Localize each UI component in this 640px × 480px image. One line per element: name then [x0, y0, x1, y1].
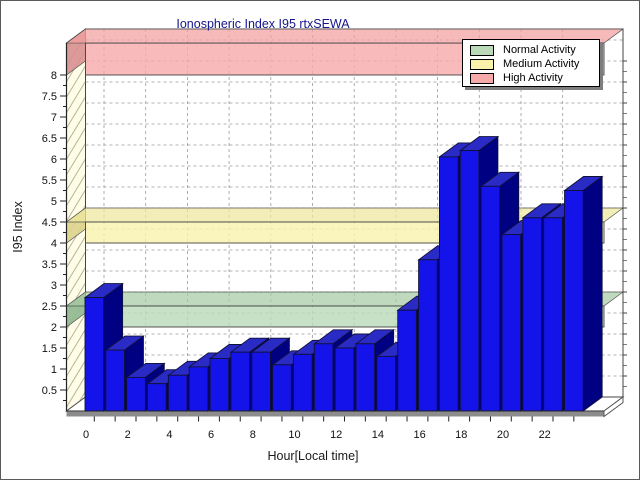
bar-front-face [167, 374, 188, 412]
x-tick-label: 22 [539, 429, 551, 441]
bar-front-face [376, 355, 396, 412]
bar-front-face [313, 343, 334, 412]
bar-front-face [459, 150, 480, 412]
x-tick-label: 6 [208, 429, 214, 441]
y-tick-label: 4 [51, 238, 57, 250]
legend-item-normal: Normal Activity [470, 43, 599, 57]
y-tick-label: 7 [51, 112, 57, 124]
x-tick-label: 4 [166, 429, 172, 441]
x-tick-label: 14 [372, 429, 384, 441]
bar-front-face [501, 234, 522, 412]
legend: Normal Activity Medium Activity High Act… [462, 39, 600, 87]
medium-activity-swatch [470, 58, 494, 70]
normal-activity-swatch [470, 44, 494, 56]
axes-frame [65, 29, 624, 412]
bar-front-face [543, 217, 563, 412]
bar-front-face [522, 217, 542, 412]
bar-front-face [334, 347, 355, 412]
y-tick-label: 1 [51, 364, 57, 376]
high-activity-swatch [470, 72, 494, 84]
y-tick-label: 7.5 [42, 91, 57, 103]
plot-3d: 0.5 1 1.5 2 2.5 3 3.5 4 4.5 5 5.5 6 6.5 7 7.5 8 0 2 4 6 8 10 1… [42, 28, 627, 441]
floor-front-edge [66, 411, 604, 417]
bar-front-face [480, 185, 501, 412]
bar-front-face [230, 351, 250, 412]
y-tick-label: 2.5 [42, 301, 57, 313]
y-tick-label: 5 [51, 196, 57, 208]
tick-labels: 0.5 1 1.5 2 2.5 3 3.5 4 4.5 5 5.5 6 6.5 7 7.5 8 0 2 4 6 8 10 1… [42, 70, 551, 441]
bar-front-face [397, 309, 417, 412]
bar-front-face [251, 351, 271, 412]
y-tick-label: 5.5 [42, 175, 57, 187]
bar-front-face [84, 297, 105, 412]
x-tick-label: 8 [250, 429, 256, 441]
bar-front-face [188, 366, 209, 412]
y-tick-label: 6 [51, 154, 57, 166]
bar-front-face [105, 349, 125, 412]
legend-label: High Activity [503, 72, 563, 84]
y-tick-label: 3 [51, 280, 57, 292]
y-tick-label: 4.5 [42, 217, 57, 229]
tick-marks [60, 60, 627, 422]
bar-hour-23 [563, 175, 604, 412]
y-tick-label: 2 [51, 322, 57, 334]
legend-item-medium: Medium Activity [470, 57, 599, 71]
legend-label: Normal Activity [503, 44, 576, 56]
x-axis-title: Hour[Local time] [267, 449, 358, 463]
x-tick-label: 0 [83, 429, 89, 441]
x-tick-label: 2 [125, 429, 131, 441]
y-axis-title: I95 Index [11, 201, 25, 253]
x-tick-label: 20 [497, 429, 509, 441]
y-tick-label: 1.5 [42, 343, 57, 355]
bar-front-face [355, 343, 376, 412]
x-tick-label: 12 [330, 429, 342, 441]
bar-front-face [272, 364, 292, 412]
y-tick-label: 8 [51, 70, 57, 82]
bar-front-face [564, 190, 584, 412]
bar-side-face [582, 175, 603, 412]
y-tick-label: 6.5 [42, 133, 57, 145]
legend-label: Medium Activity [503, 58, 580, 70]
x-tick-label: 18 [455, 429, 467, 441]
bar-front-face [418, 259, 438, 412]
bar-front-face [439, 156, 459, 412]
bar-front-face [147, 383, 167, 412]
bar-front-face [293, 353, 313, 412]
chart-title: Ionospheric Index I95 rtxSEWA [176, 17, 350, 31]
floor-right-edge [603, 396, 624, 418]
x-tick-label: 16 [413, 429, 425, 441]
bar-front-face [126, 376, 146, 412]
x-tick-label: 10 [288, 429, 300, 441]
legend-item-high: High Activity [470, 71, 599, 85]
y-tick-label: 3.5 [42, 259, 57, 271]
y-tick-label: 0.5 [42, 385, 57, 397]
bar-front-face [209, 358, 230, 412]
